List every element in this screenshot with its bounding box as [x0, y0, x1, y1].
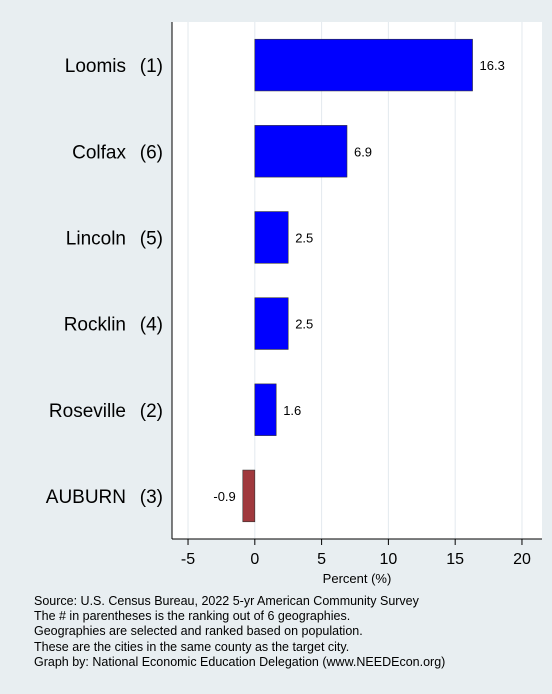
note-county: These are the cities in the same county …: [34, 639, 350, 654]
x-axis-title: Percent (%): [323, 571, 392, 586]
value-label: 1.6: [283, 403, 301, 418]
x-tick-label: 0: [250, 551, 259, 568]
plot-area: [172, 22, 542, 539]
note-selection: Geographies are selected and ranked base…: [34, 624, 363, 639]
category-rank-label: (6): [140, 142, 163, 163]
value-label: 6.9: [354, 144, 372, 159]
bar-chart: Loomis (1) Colfax (6) Lincoln (5) Rocklin (4) Ro…: [46, 22, 542, 586]
category-label: Colfax: [72, 142, 126, 163]
x-tick-label: -5: [181, 551, 195, 568]
bar: [254, 38, 473, 92]
category-label: Lincoln: [66, 228, 126, 249]
note-ranking: The # in parentheses is the ranking out …: [34, 609, 351, 624]
category-labels: Loomis (1) Colfax (6) Lincoln (5) Rocklin (4) Ro…: [46, 56, 163, 508]
note-credit: Graph by: National Economic Education De…: [34, 654, 446, 669]
category-rank-label: (2): [140, 401, 163, 422]
value-label: 16.3: [480, 58, 505, 73]
gridlines: [187, 22, 523, 539]
bar: [254, 383, 277, 436]
note-source: Source: U.S. Census Bureau, 2022 5-yr Am…: [34, 594, 419, 608]
x-tick-label: 10: [379, 551, 397, 568]
category-rank-label: (3): [140, 487, 163, 508]
bar: [254, 211, 289, 264]
category-rank-label: (4): [140, 315, 163, 336]
source-notes: Source: U.S. Census Bureau, 2022 5-yr Am…: [34, 594, 544, 670]
bar: [254, 297, 289, 350]
bar: [254, 125, 348, 178]
x-axis-ticks: -5 0 5 10 15 20: [181, 539, 531, 568]
category-label: AUBURN: [46, 487, 126, 508]
category-label: Roseville: [49, 401, 126, 422]
value-labels: 16.3 6.9 2.5 2.5 1.6 -0.9: [213, 58, 504, 504]
bars: [242, 38, 473, 523]
value-label: -0.9: [213, 489, 235, 504]
value-label: 2.5: [295, 230, 313, 245]
x-tick-label: 5: [317, 551, 326, 568]
x-tick-label: 20: [513, 551, 531, 568]
x-tick-label: 15: [446, 551, 464, 568]
category-rank-label: (1): [140, 56, 163, 77]
bar: [242, 469, 256, 523]
category-rank-label: (5): [140, 228, 163, 249]
value-label: 2.5: [295, 317, 313, 332]
category-label: Loomis: [65, 56, 126, 77]
category-label: Rocklin: [64, 315, 126, 336]
